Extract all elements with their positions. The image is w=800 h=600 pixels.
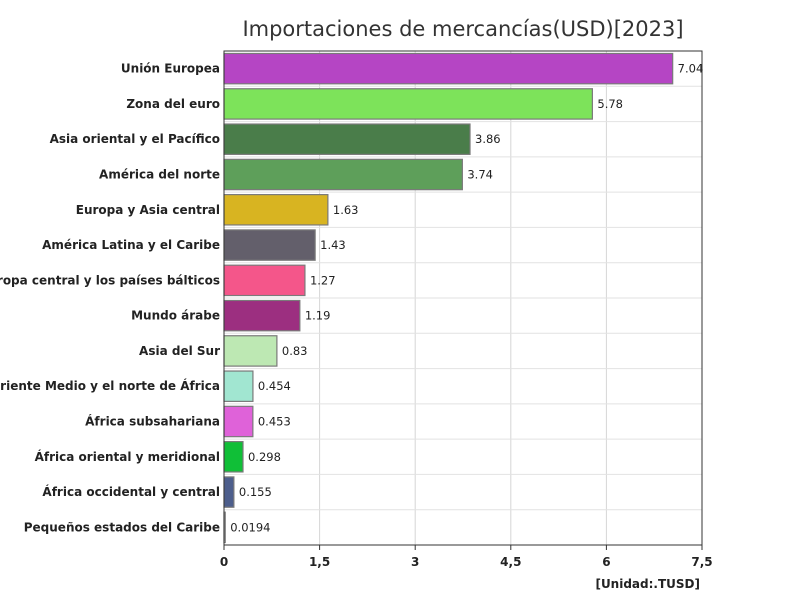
x-tick-label: 6 bbox=[602, 555, 610, 569]
bar bbox=[223, 264, 306, 297]
value-label: 5.78 bbox=[597, 97, 623, 111]
category-labels: Unión Europea Zona del euro Asia oriental … bbox=[0, 62, 220, 535]
bar bbox=[223, 370, 254, 402]
bar bbox=[223, 405, 254, 438]
category-label: Europa y Asia central bbox=[76, 203, 220, 217]
x-axis-ticks: 0 1,5 3 4,5 6 7,5 bbox=[220, 545, 713, 569]
bar bbox=[223, 299, 301, 332]
bar bbox=[223, 123, 471, 155]
bar bbox=[223, 476, 235, 508]
x-tick-label: 3 bbox=[411, 555, 419, 569]
category-label: África occidental y central bbox=[42, 484, 220, 499]
bar bbox=[223, 88, 593, 120]
value-label: 1.43 bbox=[320, 238, 346, 252]
value-label: 1.19 bbox=[305, 309, 331, 323]
value-label: 1.63 bbox=[333, 203, 359, 217]
plot-frame bbox=[223, 50, 703, 546]
unit-label: [Unidad:.TUSD] bbox=[595, 577, 700, 591]
x-tick-label: 7,5 bbox=[691, 555, 712, 569]
bar bbox=[223, 194, 329, 226]
category-label: Mundo árabe bbox=[131, 309, 220, 323]
value-labels: 7.04 5.78 3.86 3.74 1.63 1.43 1.27 1.19 0.83 0.45… bbox=[230, 62, 703, 535]
value-label: 3.86 bbox=[475, 132, 501, 146]
category-label: Europa central y los países bálticos bbox=[0, 273, 220, 287]
bars-group bbox=[223, 52, 674, 544]
x-tick-label: 1,5 bbox=[309, 555, 330, 569]
value-label: 0.454 bbox=[258, 379, 291, 393]
category-label: Zona del euro bbox=[126, 97, 220, 111]
category-label: Asia oriental y el Pacífico bbox=[50, 132, 220, 146]
value-label: 3.74 bbox=[467, 168, 493, 182]
category-label: Oriente Medio y el norte de África bbox=[0, 378, 220, 393]
value-label: 0.155 bbox=[239, 485, 272, 499]
bar bbox=[223, 52, 674, 85]
bar bbox=[223, 441, 244, 473]
category-label: África subsahariana bbox=[85, 414, 220, 429]
category-label: América del norte bbox=[99, 168, 220, 182]
x-tick-label: 4,5 bbox=[500, 555, 521, 569]
value-label: 0.0194 bbox=[230, 520, 270, 534]
category-label: Pequeños estados del Caribe bbox=[24, 520, 220, 534]
value-label: 7.04 bbox=[678, 62, 704, 76]
value-label: 0.453 bbox=[258, 415, 291, 429]
x-tick-label: 0 bbox=[220, 555, 228, 569]
category-label: Unión Europea bbox=[121, 62, 220, 76]
category-label: Asia del Sur bbox=[139, 344, 220, 358]
bar bbox=[223, 229, 316, 261]
value-label: 0.298 bbox=[248, 450, 281, 464]
chart-title: Importaciones de mercancías(USD)[2023] bbox=[242, 17, 683, 41]
bar bbox=[223, 335, 278, 367]
value-label: 1.27 bbox=[310, 273, 336, 287]
category-label: América Latina y el Caribe bbox=[42, 238, 220, 252]
bar bbox=[223, 158, 463, 191]
value-label: 0.83 bbox=[282, 344, 308, 358]
category-label: África oriental y meridional bbox=[35, 449, 220, 464]
